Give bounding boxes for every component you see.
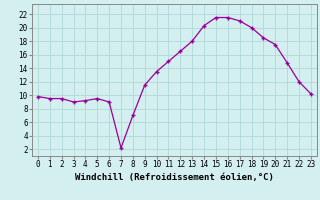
X-axis label: Windchill (Refroidissement éolien,°C): Windchill (Refroidissement éolien,°C) — [75, 173, 274, 182]
